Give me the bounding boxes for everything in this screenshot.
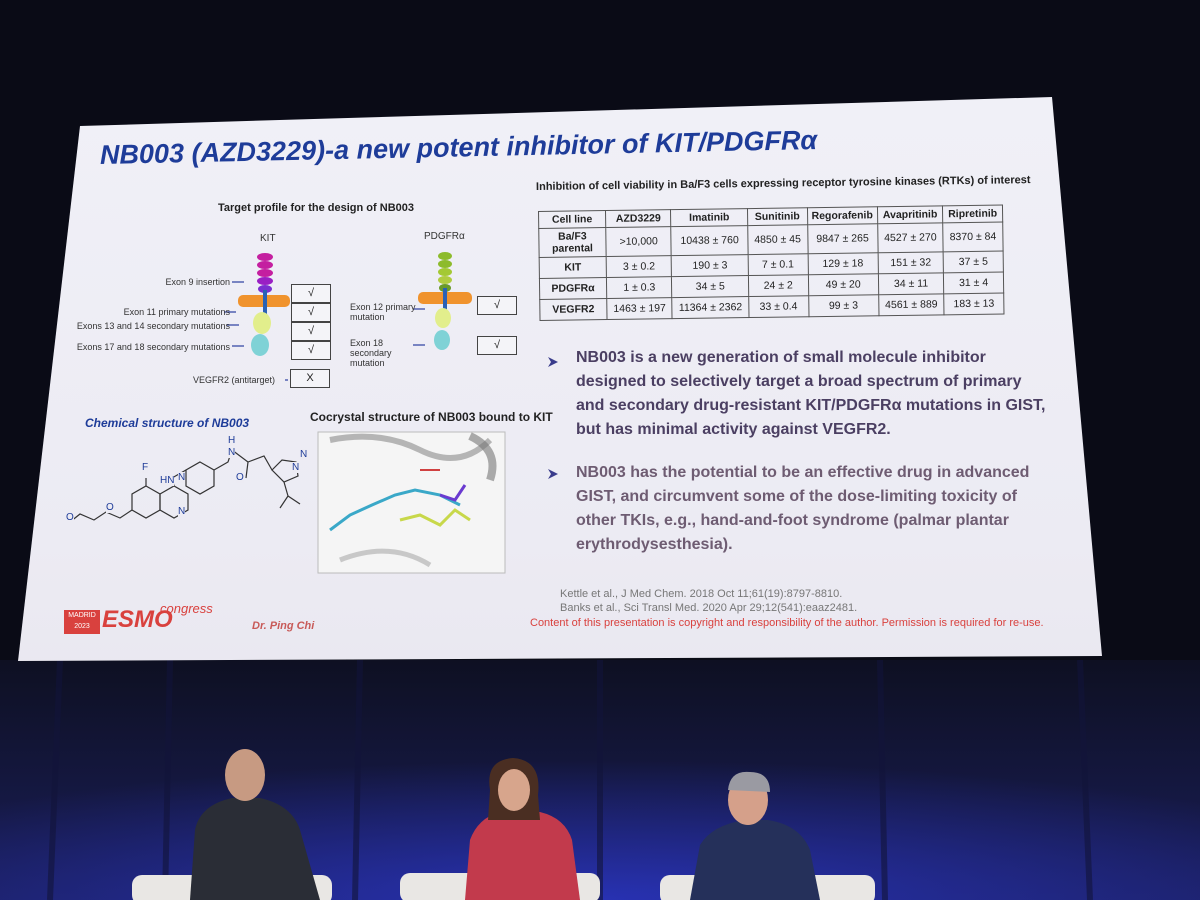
logo-congress: congress xyxy=(160,601,213,616)
atom-label: O xyxy=(106,502,114,513)
atom-label: H xyxy=(228,435,236,446)
table-cell: 4561 ± 889 xyxy=(878,293,945,316)
table-cell: 49 ± 20 xyxy=(807,273,879,296)
atom-label: N xyxy=(300,449,308,460)
logo-city: MADRID xyxy=(68,612,96,619)
atom-label: HN xyxy=(160,475,175,486)
table-cell: 151 ± 32 xyxy=(877,251,944,274)
table-cell: 24 ± 2 xyxy=(748,274,809,297)
kit-label: KIT xyxy=(260,233,276,244)
table-cell: 183 ± 13 xyxy=(943,293,1004,315)
pdgfra-label: PDGFRα xyxy=(424,231,465,242)
row-label: Ba/F3 parental xyxy=(538,227,607,258)
atom-label: O xyxy=(236,472,244,483)
table-cell: 99 ± 3 xyxy=(808,294,879,317)
logo-esmo: ESMO xyxy=(102,606,173,633)
table-cell: 37 ± 5 xyxy=(943,251,1004,273)
atom-label: F xyxy=(142,462,149,473)
mutation-label: Exon 9 insertion xyxy=(165,277,230,287)
chemical-structure-title: Chemical structure of NB003 xyxy=(85,416,250,430)
atom-label: N xyxy=(292,462,300,473)
target-profile-title: Target profile for the design of NB003 xyxy=(218,202,414,214)
table-cell: 1463 ± 197 xyxy=(606,297,673,320)
table-cell: 3 ± 0.2 xyxy=(606,255,672,278)
header-cell: Sunitinib xyxy=(747,207,808,226)
cocrystal-title: Cocrystal structure of NB003 bound to KI… xyxy=(310,410,553,424)
reference-2: Banks et al., Sci Transl Med. 2020 Apr 2… xyxy=(560,602,858,614)
antitarget-mark: X xyxy=(290,369,330,388)
table-cell: 4527 ± 270 xyxy=(877,222,944,253)
table-cell: 10438 ± 760 xyxy=(671,225,748,256)
atom-label: O xyxy=(66,512,74,523)
table-cell: 9847 ± 265 xyxy=(807,223,878,254)
check-box: √ xyxy=(291,284,331,303)
mutation-label: Exon 11 primary mutations xyxy=(123,307,230,317)
pdgfra-receptor xyxy=(418,252,472,350)
row-label: PDGFRα xyxy=(539,277,607,300)
header-cell: Regorafenib xyxy=(806,206,878,225)
ic50-table: Cell line AZD3229 Imatinib Sunitinib Regoraf… xyxy=(538,205,1004,321)
atom-label: N xyxy=(228,447,236,458)
bullet-arrows xyxy=(548,357,558,479)
mutation-label: Exon 12 primary mutation xyxy=(350,302,416,322)
header-cell: Avapritinib xyxy=(877,205,943,224)
table-cell: 31 ± 4 xyxy=(943,272,1004,294)
presenter: Dr. Ping Chi xyxy=(252,620,315,632)
logo-year: 2023 xyxy=(74,623,90,630)
table-cell: 11364 ± 2362 xyxy=(672,296,749,319)
logo-city-year: MADRID 2023 xyxy=(64,610,100,634)
cocrystal-image xyxy=(317,431,506,574)
header-cell: Ripretinib xyxy=(942,205,1003,223)
copyright: Content of this presentation is copyrigh… xyxy=(530,617,1044,629)
mutation-label: Exons 13 and 14 secondary mutations xyxy=(76,321,230,331)
bullet-2: NB003 has the potential to be an effecti… xyxy=(576,464,1030,553)
header-cell: Imatinib xyxy=(670,208,748,227)
reference-1: Kettle et al., J Med Chem. 2018 Oct 11;6… xyxy=(560,588,843,600)
check-box: √ xyxy=(291,303,331,322)
antitarget-label: VEGFR2 (antitarget) xyxy=(193,375,276,385)
mutation-arrows xyxy=(224,281,425,381)
bullet-1: NB003 is a new generation of small molec… xyxy=(576,349,1046,438)
table-cell: 34 ± 11 xyxy=(878,272,944,295)
header-cell: AZD3229 xyxy=(605,209,672,228)
check-box: √ xyxy=(291,341,331,360)
table-cell: >10,000 xyxy=(605,226,672,257)
table-cell: 7 ± 0.1 xyxy=(747,253,808,276)
table-cell: 190 ± 3 xyxy=(671,254,749,277)
header-cell: Cell line xyxy=(538,210,606,229)
atom-label: N xyxy=(178,506,186,517)
row-label: VEGFR2 xyxy=(539,298,608,321)
mutation-label: Exons 17 and 18 secondary mutations xyxy=(76,342,230,352)
table-cell: 1 ± 0.3 xyxy=(606,276,673,299)
table-cell: 4850 ± 45 xyxy=(747,224,808,255)
atom-label: N xyxy=(178,472,186,483)
row-label: KIT xyxy=(539,256,607,279)
check-box: √ xyxy=(291,322,331,341)
mutation-label: Exon 18 secondary mutation xyxy=(350,338,392,368)
table-cell: 34 ± 5 xyxy=(671,275,749,298)
table-cell: 33 ± 0.4 xyxy=(748,295,809,318)
table-cell: 8370 ± 84 xyxy=(942,222,1003,252)
kit-receptor xyxy=(238,253,290,356)
table-cell: 129 ± 18 xyxy=(807,252,879,275)
check-box: √ xyxy=(477,336,517,355)
check-box: √ xyxy=(477,296,517,315)
